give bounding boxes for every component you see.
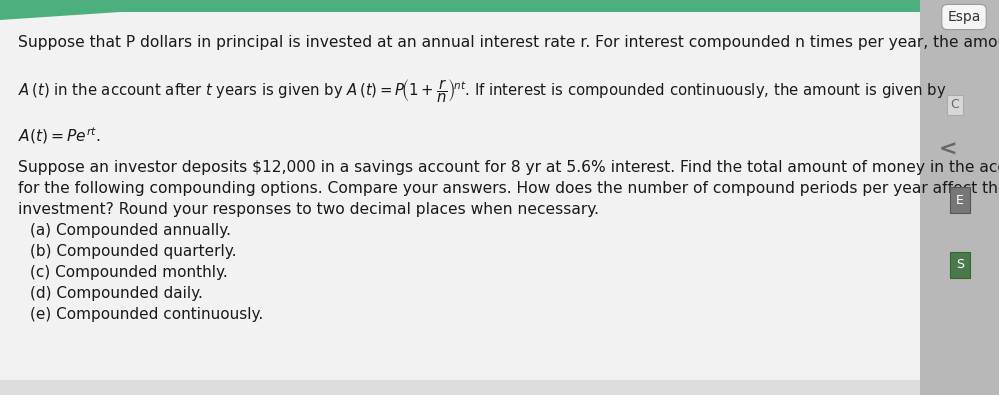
Text: <: <	[939, 140, 957, 160]
Text: investment? Round your responses to two decimal places when necessary.: investment? Round your responses to two …	[18, 202, 599, 217]
Polygon shape	[0, 0, 300, 20]
FancyBboxPatch shape	[0, 0, 920, 395]
Text: $A\,(t)$ in the account after $t$ years is given by $A\,(t)=P\!\left(1+\dfrac{r}: $A\,(t)$ in the account after $t$ years …	[18, 77, 947, 105]
Text: S: S	[956, 258, 964, 271]
Text: Suppose that P dollars in principal is invested at an annual interest rate r. Fo: Suppose that P dollars in principal is i…	[18, 35, 999, 50]
FancyBboxPatch shape	[0, 0, 920, 380]
FancyBboxPatch shape	[920, 0, 999, 395]
Text: (b) Compounded quarterly.: (b) Compounded quarterly.	[30, 244, 237, 259]
Text: $A(t)=Pe^{rt}$.: $A(t)=Pe^{rt}$.	[18, 125, 101, 146]
Text: Suppose an investor deposits $12,000 in a savings account for 8 yr at 5.6% inter: Suppose an investor deposits $12,000 in …	[18, 160, 999, 175]
FancyBboxPatch shape	[0, 0, 920, 12]
Text: (a) Compounded annually.: (a) Compounded annually.	[30, 223, 231, 238]
Text: (c) Compounded monthly.: (c) Compounded monthly.	[30, 265, 228, 280]
Text: for the following compounding options. Compare your answers. How does the number: for the following compounding options. C…	[18, 181, 999, 196]
Text: Espa: Espa	[947, 10, 981, 24]
Text: (d) Compounded daily.: (d) Compounded daily.	[30, 286, 203, 301]
Text: C: C	[951, 98, 959, 111]
Text: (e) Compounded continuously.: (e) Compounded continuously.	[30, 307, 264, 322]
Text: E: E	[956, 194, 964, 207]
